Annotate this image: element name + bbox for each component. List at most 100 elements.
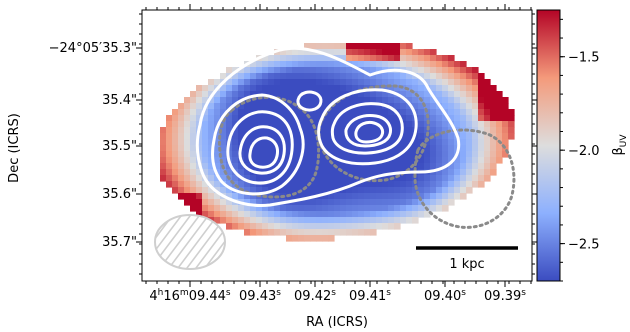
heatmap-cell (322, 181, 329, 188)
heatmap-cell (220, 85, 227, 92)
heatmap-cell (496, 97, 503, 104)
heatmap-cell (274, 121, 281, 128)
heatmap-cell (268, 217, 275, 224)
heatmap-cell (286, 55, 293, 62)
heatmap-cell (328, 181, 335, 188)
heatmap-cell (334, 175, 341, 182)
heatmap-cell (364, 115, 371, 122)
heatmap-cell (298, 145, 305, 152)
heatmap-cell (466, 103, 473, 110)
heatmap-cell (418, 103, 425, 110)
heatmap-cell (202, 193, 209, 200)
heatmap-cell (472, 157, 479, 164)
heatmap-cell (250, 115, 257, 122)
heatmap-cell (256, 127, 263, 134)
heatmap-cell (328, 187, 335, 194)
heatmap-cell (436, 133, 443, 140)
heatmap-cell (166, 121, 173, 128)
heatmap-cell (382, 217, 389, 224)
heatmap-cell (478, 103, 485, 110)
heatmap-cell (292, 223, 299, 230)
heatmap-cell (280, 121, 287, 128)
heatmap-cell (376, 127, 383, 134)
heatmap-cell (238, 79, 245, 86)
heatmap-cell (262, 97, 269, 104)
heatmap-cell (436, 187, 443, 194)
x-tick-label: 09.40s (424, 288, 466, 304)
heatmap-cell (268, 139, 275, 146)
heatmap-cell (460, 109, 467, 116)
heatmap-cell (268, 229, 275, 236)
heatmap-cell (484, 103, 491, 110)
heatmap-cell (418, 121, 425, 128)
heatmap-cell (352, 229, 359, 236)
heatmap-cell (436, 145, 443, 152)
heatmap-cell (388, 85, 395, 92)
heatmap-cell (340, 163, 347, 170)
heatmap-cell (274, 55, 281, 62)
heatmap-cell (442, 61, 449, 68)
heatmap-cell (346, 73, 353, 80)
heatmap-cell (196, 109, 203, 116)
heatmap-cell (358, 97, 365, 104)
heatmap-cell (346, 157, 353, 164)
heatmap-cell (418, 73, 425, 80)
heatmap-cell (202, 181, 209, 188)
heatmap-cell (406, 199, 413, 206)
heatmap-cell (460, 97, 467, 104)
heatmap-cell (388, 169, 395, 176)
heatmap-cell (430, 175, 437, 182)
heatmap-cell (226, 223, 233, 230)
heatmap-cell (310, 115, 317, 122)
heatmap-cell (502, 121, 509, 128)
heatmap-cell (160, 127, 167, 134)
heatmap-cell (400, 157, 407, 164)
heatmap-cell (496, 127, 503, 134)
heatmap-cell (262, 145, 269, 152)
heatmap-cell (334, 199, 341, 206)
heatmap-cell (226, 127, 233, 134)
heatmap-cell (352, 43, 359, 50)
heatmap-cell (490, 127, 497, 134)
heatmap-cell (310, 61, 317, 68)
heatmap-cell (490, 133, 497, 140)
heatmap-cell (322, 103, 329, 110)
heatmap-cell (460, 91, 467, 98)
heatmap-cell (238, 109, 245, 116)
heatmap-cell (448, 175, 455, 182)
heatmap-cell (196, 169, 203, 176)
heatmap-cell (226, 181, 233, 188)
heatmap-cell (448, 97, 455, 104)
heatmap-cell (340, 61, 347, 68)
heatmap-cell (334, 67, 341, 74)
heatmap-cell (304, 229, 311, 236)
heatmap-cell (208, 193, 215, 200)
heatmap-cell (358, 115, 365, 122)
heatmap-cell (256, 175, 263, 182)
heatmap-cell (358, 73, 365, 80)
heatmap-cell (160, 163, 167, 170)
heatmap-cell (322, 91, 329, 98)
heatmap-cell (358, 55, 365, 62)
heatmap-cell (202, 121, 209, 128)
heatmap-cell (460, 151, 467, 158)
heatmap-cell (208, 163, 215, 170)
heatmap-cell (376, 175, 383, 182)
heatmap-cell (430, 79, 437, 86)
heatmap-cell (256, 151, 263, 158)
heatmap-cell (292, 55, 299, 62)
heatmap-cell (244, 121, 251, 128)
heatmap-cell (292, 67, 299, 74)
heatmap-cell (274, 73, 281, 80)
heatmap-cell (382, 61, 389, 68)
heatmap-cell (214, 157, 221, 164)
heatmap-cell (292, 61, 299, 68)
heatmap-cell (322, 127, 329, 134)
heatmap-cell (274, 67, 281, 74)
heatmap-cell (430, 115, 437, 122)
heatmap-cell (340, 121, 347, 128)
heatmap-cell (322, 193, 329, 200)
heatmap-cell (328, 55, 335, 62)
heatmap-cell (214, 103, 221, 110)
heatmap-cell (376, 163, 383, 170)
